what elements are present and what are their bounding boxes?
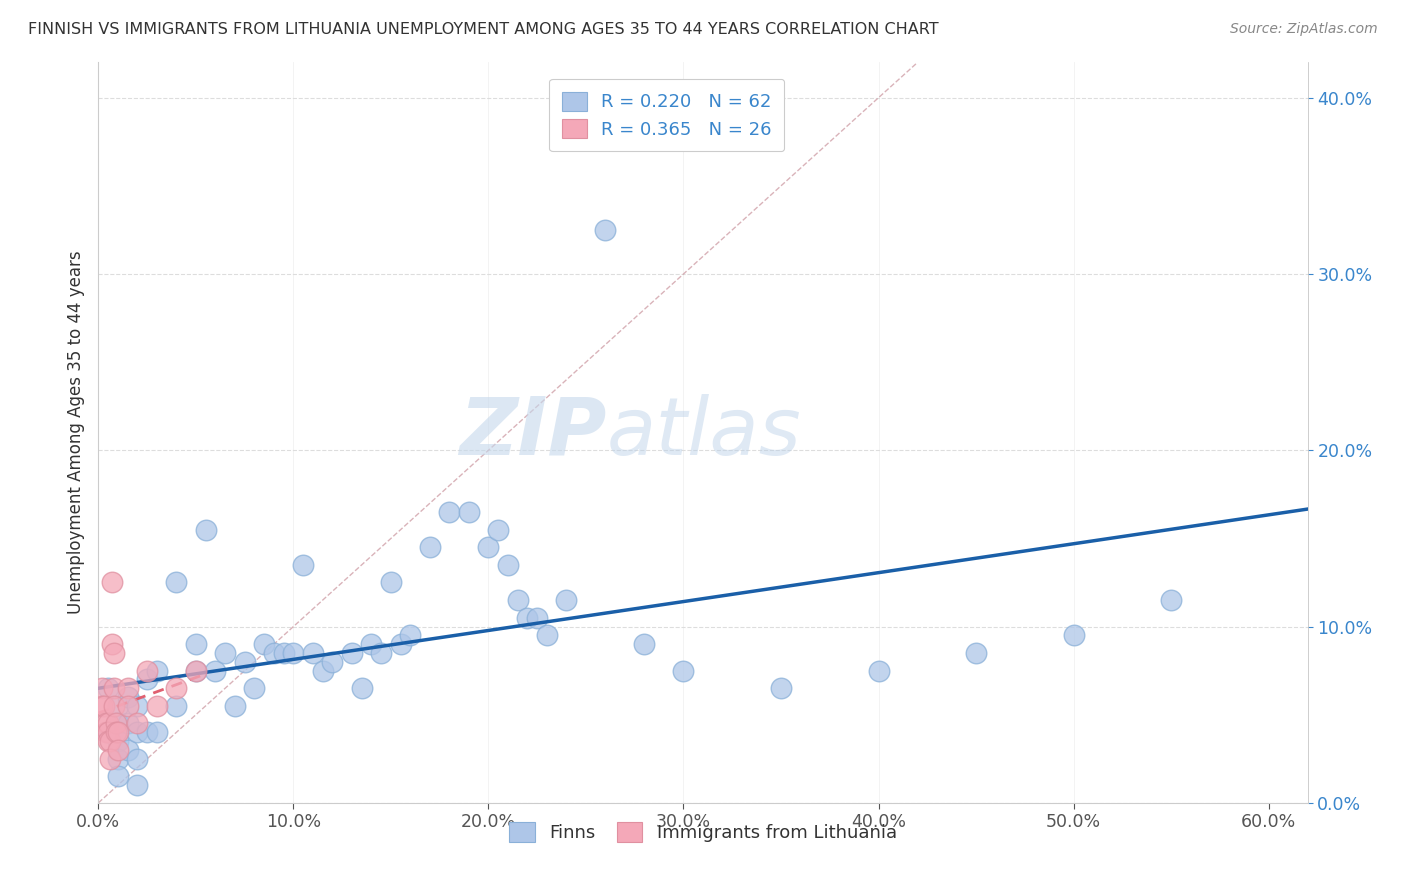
Point	[98, 734, 121, 748]
Point	[146, 725, 169, 739]
Y-axis label: Unemployment Among Ages 35 to 44 years: Unemployment Among Ages 35 to 44 years	[66, 251, 84, 615]
Point	[506, 593, 529, 607]
Point	[101, 575, 124, 590]
Point	[184, 637, 207, 651]
Point	[127, 778, 149, 792]
Point	[526, 610, 548, 624]
Point	[117, 690, 139, 704]
Point	[184, 664, 207, 678]
Point	[283, 646, 305, 660]
Point	[419, 540, 441, 554]
Point	[91, 681, 114, 696]
Point	[340, 646, 363, 660]
Text: Source: ZipAtlas.com: Source: ZipAtlas.com	[1230, 22, 1378, 37]
Point	[1160, 593, 1182, 607]
Point	[273, 646, 295, 660]
Point	[399, 628, 422, 642]
Point	[96, 725, 118, 739]
Point	[486, 523, 509, 537]
Legend: Finns, Immigrants from Lithuania: Finns, Immigrants from Lithuania	[502, 815, 904, 849]
Point	[117, 681, 139, 696]
Point	[312, 664, 335, 678]
Point	[146, 698, 169, 713]
Point	[477, 540, 499, 554]
Point	[1063, 628, 1085, 642]
Point	[97, 734, 120, 748]
Point	[633, 637, 655, 651]
Point	[516, 610, 538, 624]
Point	[536, 628, 558, 642]
Point	[107, 716, 129, 731]
Point	[321, 655, 343, 669]
Point	[389, 637, 412, 651]
Point	[380, 575, 402, 590]
Point	[127, 725, 149, 739]
Text: ZIP: ZIP	[458, 393, 606, 472]
Point	[672, 664, 695, 678]
Point	[127, 716, 149, 731]
Point	[97, 716, 120, 731]
Point	[96, 716, 118, 731]
Point	[868, 664, 890, 678]
Point	[107, 743, 129, 757]
Point	[117, 716, 139, 731]
Point	[127, 752, 149, 766]
Point	[769, 681, 792, 696]
Point	[103, 646, 125, 660]
Point	[194, 523, 217, 537]
Point	[292, 558, 315, 572]
Point	[165, 575, 187, 590]
Point	[103, 698, 125, 713]
Point	[458, 505, 481, 519]
Point	[127, 698, 149, 713]
Point	[136, 664, 159, 678]
Point	[360, 637, 382, 651]
Point	[107, 769, 129, 783]
Point	[350, 681, 373, 696]
Point	[97, 681, 120, 696]
Point	[184, 664, 207, 678]
Point	[98, 752, 121, 766]
Point	[107, 725, 129, 739]
Point	[243, 681, 266, 696]
Point	[165, 698, 187, 713]
Point	[253, 637, 276, 651]
Point	[496, 558, 519, 572]
Point	[146, 664, 169, 678]
Point	[370, 646, 392, 660]
Point	[595, 223, 617, 237]
Point	[555, 593, 578, 607]
Point	[103, 681, 125, 696]
Text: FINNISH VS IMMIGRANTS FROM LITHUANIA UNEMPLOYMENT AMONG AGES 35 TO 44 YEARS CORR: FINNISH VS IMMIGRANTS FROM LITHUANIA UNE…	[28, 22, 939, 37]
Point	[965, 646, 987, 660]
Point	[302, 646, 325, 660]
Text: atlas: atlas	[606, 393, 801, 472]
Point	[136, 725, 159, 739]
Point	[117, 743, 139, 757]
Point	[104, 716, 127, 731]
Point	[104, 725, 127, 739]
Point	[91, 698, 114, 713]
Point	[107, 734, 129, 748]
Point	[263, 646, 285, 660]
Point	[224, 698, 246, 713]
Point	[107, 752, 129, 766]
Point	[101, 637, 124, 651]
Point	[233, 655, 256, 669]
Point	[214, 646, 236, 660]
Point	[97, 725, 120, 739]
Point	[117, 698, 139, 713]
Point	[93, 698, 115, 713]
Point	[97, 725, 120, 739]
Point	[136, 673, 159, 687]
Point	[204, 664, 226, 678]
Point	[165, 681, 187, 696]
Point	[439, 505, 461, 519]
Point	[107, 698, 129, 713]
